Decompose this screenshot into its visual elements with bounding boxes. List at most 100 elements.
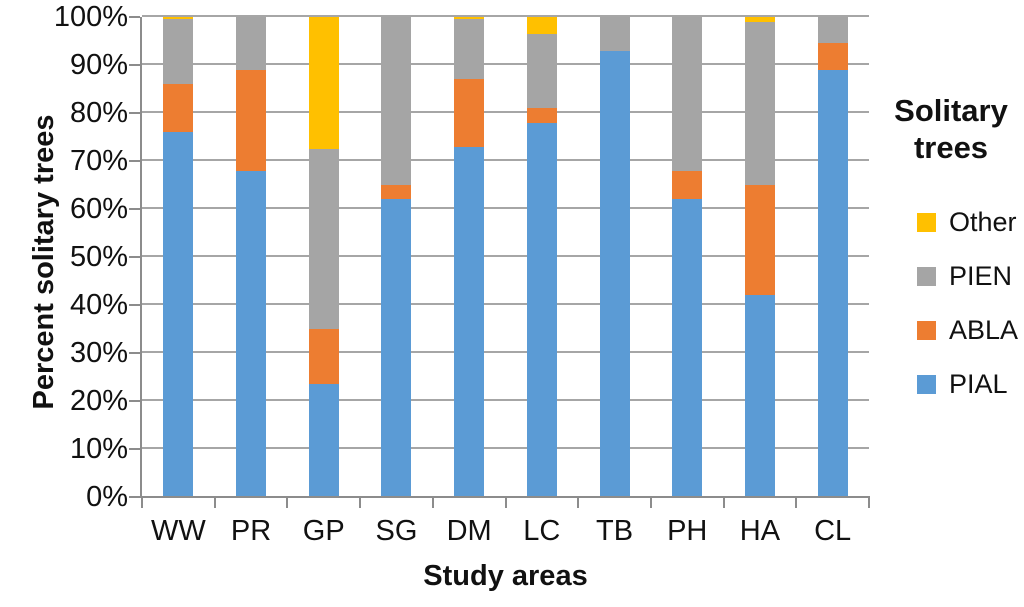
bar-segment-ha-pial bbox=[744, 295, 775, 497]
bar-segment-ha-abla bbox=[744, 185, 775, 296]
bar-segment-lc-pial bbox=[526, 122, 557, 497]
x-tick-label-cl: CL bbox=[814, 515, 852, 547]
y-tick-mark bbox=[129, 112, 140, 114]
x-tick-label-ww: WW bbox=[150, 515, 206, 547]
bar-segment-lc-pien bbox=[526, 33, 557, 109]
y-tick-mark bbox=[129, 352, 140, 354]
x-tick-mark bbox=[286, 498, 289, 508]
gridline-30 bbox=[142, 351, 869, 353]
legend-item-pien: PIEN bbox=[917, 261, 1024, 291]
legend-swatch-other-icon bbox=[917, 212, 936, 232]
y-tick-label-20: 20% bbox=[69, 385, 128, 417]
legend-swatch-pial-icon bbox=[917, 374, 936, 394]
y-tick-label-50: 50% bbox=[69, 241, 128, 273]
x-tick-mark bbox=[577, 498, 580, 508]
bar-segment-ph-pien bbox=[672, 17, 703, 171]
gridline-70 bbox=[142, 159, 869, 161]
bar-segment-pr-pial bbox=[236, 170, 267, 497]
bar-segment-cl-abla bbox=[817, 43, 848, 70]
x-axis-line bbox=[140, 496, 870, 498]
bar-segment-dm-other bbox=[454, 17, 485, 20]
y-tick-label-70: 70% bbox=[69, 145, 128, 177]
bar-segment-sg-pien bbox=[381, 17, 412, 185]
x-tick-label-ph: PH bbox=[667, 515, 708, 547]
x-tick-label-dm: DM bbox=[446, 515, 492, 547]
y-tick-label-60: 60% bbox=[69, 193, 128, 225]
plot-area bbox=[142, 15, 869, 497]
x-tick-label-gp: GP bbox=[302, 515, 345, 547]
bar-segment-ha-pien bbox=[744, 21, 775, 185]
bar-segment-pr-pien bbox=[236, 17, 267, 70]
y-tick-label-0: 0% bbox=[86, 481, 128, 513]
y-axis-line bbox=[140, 17, 142, 498]
bar-segment-cl-pien bbox=[817, 17, 848, 44]
bar-segment-gp-abla bbox=[308, 329, 339, 385]
gridline-10 bbox=[142, 447, 869, 449]
y-tick-label-30: 30% bbox=[69, 337, 128, 369]
legend-item-other: Other bbox=[917, 207, 1024, 237]
legend-label-pial: PIAL bbox=[949, 368, 1008, 399]
legend-swatch-abla-icon bbox=[917, 320, 936, 340]
bar-segment-gp-pial bbox=[308, 384, 339, 497]
gridline-60 bbox=[142, 207, 869, 209]
bar-segment-lc-abla bbox=[526, 108, 557, 123]
bar-segment-cl-pial bbox=[817, 69, 848, 497]
y-tick-mark bbox=[129, 208, 140, 210]
x-tick-mark bbox=[213, 498, 216, 508]
bar-segment-ph-abla bbox=[672, 170, 703, 200]
bar-segment-tb-pien bbox=[599, 17, 630, 51]
bar-segment-gp-pien bbox=[308, 149, 339, 329]
x-tick-mark bbox=[795, 498, 798, 508]
x-tick-mark bbox=[722, 498, 725, 508]
x-tick-label-tb: TB bbox=[596, 515, 634, 547]
x-tick-label-lc: LC bbox=[523, 515, 561, 547]
bar-segment-ww-abla bbox=[163, 84, 194, 133]
bar-segment-lc-other bbox=[526, 17, 557, 34]
legend-title: Solitary trees bbox=[894, 93, 1008, 165]
legend-swatch-pien-icon bbox=[917, 266, 936, 286]
y-tick-label-40: 40% bbox=[69, 289, 128, 321]
legend-items: Other PIEN ABLA PIAL bbox=[878, 207, 1024, 399]
x-tick-label-ha: HA bbox=[739, 515, 781, 547]
y-tick-mark bbox=[129, 496, 140, 498]
gridline-90 bbox=[142, 63, 869, 65]
bar-segment-ww-other bbox=[163, 17, 194, 20]
bar-segment-pr-abla bbox=[236, 69, 267, 171]
bar-segment-ph-pial bbox=[672, 199, 703, 497]
y-tick-mark bbox=[129, 448, 140, 450]
bar-segment-gp-other bbox=[308, 17, 339, 149]
gridline-20 bbox=[142, 399, 869, 401]
y-tick-mark bbox=[129, 160, 140, 162]
y-tick-mark bbox=[129, 400, 140, 402]
y-tick-mark bbox=[129, 304, 140, 306]
y-tick-mark bbox=[129, 16, 140, 18]
y-tick-label-90: 90% bbox=[69, 49, 128, 81]
bar-segment-ww-pial bbox=[163, 132, 194, 497]
gridline-50 bbox=[142, 255, 869, 257]
x-tick-mark bbox=[431, 498, 434, 508]
gridline-80 bbox=[142, 111, 869, 113]
bar-segment-dm-pial bbox=[454, 146, 485, 497]
legend: Solitary trees Other PIEN ABLA PIAL bbox=[878, 93, 1024, 399]
gridline-40 bbox=[142, 303, 869, 305]
y-tick-label-100: 100% bbox=[53, 1, 128, 33]
x-axis-title: Study areas bbox=[423, 560, 588, 592]
bar-segment-dm-abla bbox=[454, 79, 485, 147]
bar-segment-dm-pien bbox=[454, 19, 485, 80]
legend-item-abla: ABLA bbox=[917, 315, 1024, 345]
x-tick-label-sg: SG bbox=[375, 515, 418, 547]
legend-label-abla: ABLA bbox=[949, 314, 1019, 345]
legend-label-pien: PIEN bbox=[949, 260, 1013, 291]
bar-segment-tb-pial bbox=[599, 50, 630, 497]
legend-item-pial: PIAL bbox=[917, 369, 1024, 399]
bar-segment-ha-other bbox=[744, 17, 775, 22]
x-tick-mark bbox=[504, 498, 507, 508]
gridline-100 bbox=[142, 15, 869, 17]
bar-segment-ww-pien bbox=[163, 19, 194, 85]
x-tick-label-pr: PR bbox=[230, 515, 272, 547]
x-tick-mark bbox=[141, 498, 143, 508]
bar-segment-sg-pial bbox=[381, 199, 412, 497]
y-tick-mark bbox=[129, 256, 140, 258]
x-tick-mark bbox=[359, 498, 362, 508]
y-tick-label-10: 10% bbox=[69, 433, 128, 465]
